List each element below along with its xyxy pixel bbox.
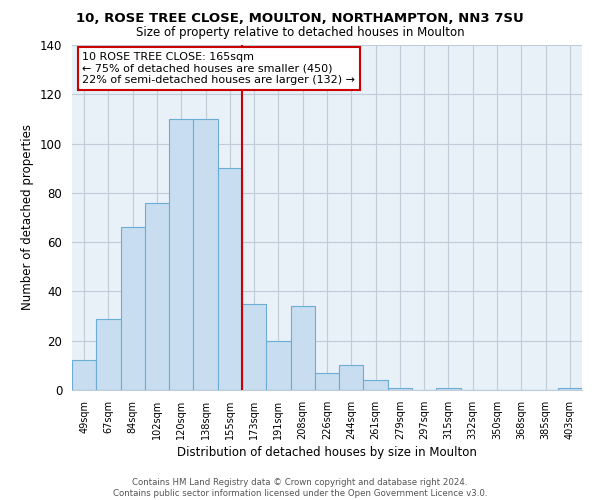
Bar [242, 304, 266, 390]
Bar [436, 388, 461, 390]
Bar [193, 119, 218, 390]
Text: 10 ROSE TREE CLOSE: 165sqm
← 75% of detached houses are smaller (450)
22% of sem: 10 ROSE TREE CLOSE: 165sqm ← 75% of deta… [82, 52, 355, 85]
Bar [96, 318, 121, 390]
Bar [145, 202, 169, 390]
Bar [388, 388, 412, 390]
Bar [72, 360, 96, 390]
Bar [364, 380, 388, 390]
Bar [121, 228, 145, 390]
Bar [218, 168, 242, 390]
Text: 10, ROSE TREE CLOSE, MOULTON, NORTHAMPTON, NN3 7SU: 10, ROSE TREE CLOSE, MOULTON, NORTHAMPTO… [76, 12, 524, 26]
Bar [266, 340, 290, 390]
Bar [558, 388, 582, 390]
Y-axis label: Number of detached properties: Number of detached properties [22, 124, 34, 310]
Bar [290, 306, 315, 390]
X-axis label: Distribution of detached houses by size in Moulton: Distribution of detached houses by size … [177, 446, 477, 459]
Text: Size of property relative to detached houses in Moulton: Size of property relative to detached ho… [136, 26, 464, 39]
Bar [315, 373, 339, 390]
Bar [339, 366, 364, 390]
Text: Contains HM Land Registry data © Crown copyright and database right 2024.
Contai: Contains HM Land Registry data © Crown c… [113, 478, 487, 498]
Bar [169, 119, 193, 390]
